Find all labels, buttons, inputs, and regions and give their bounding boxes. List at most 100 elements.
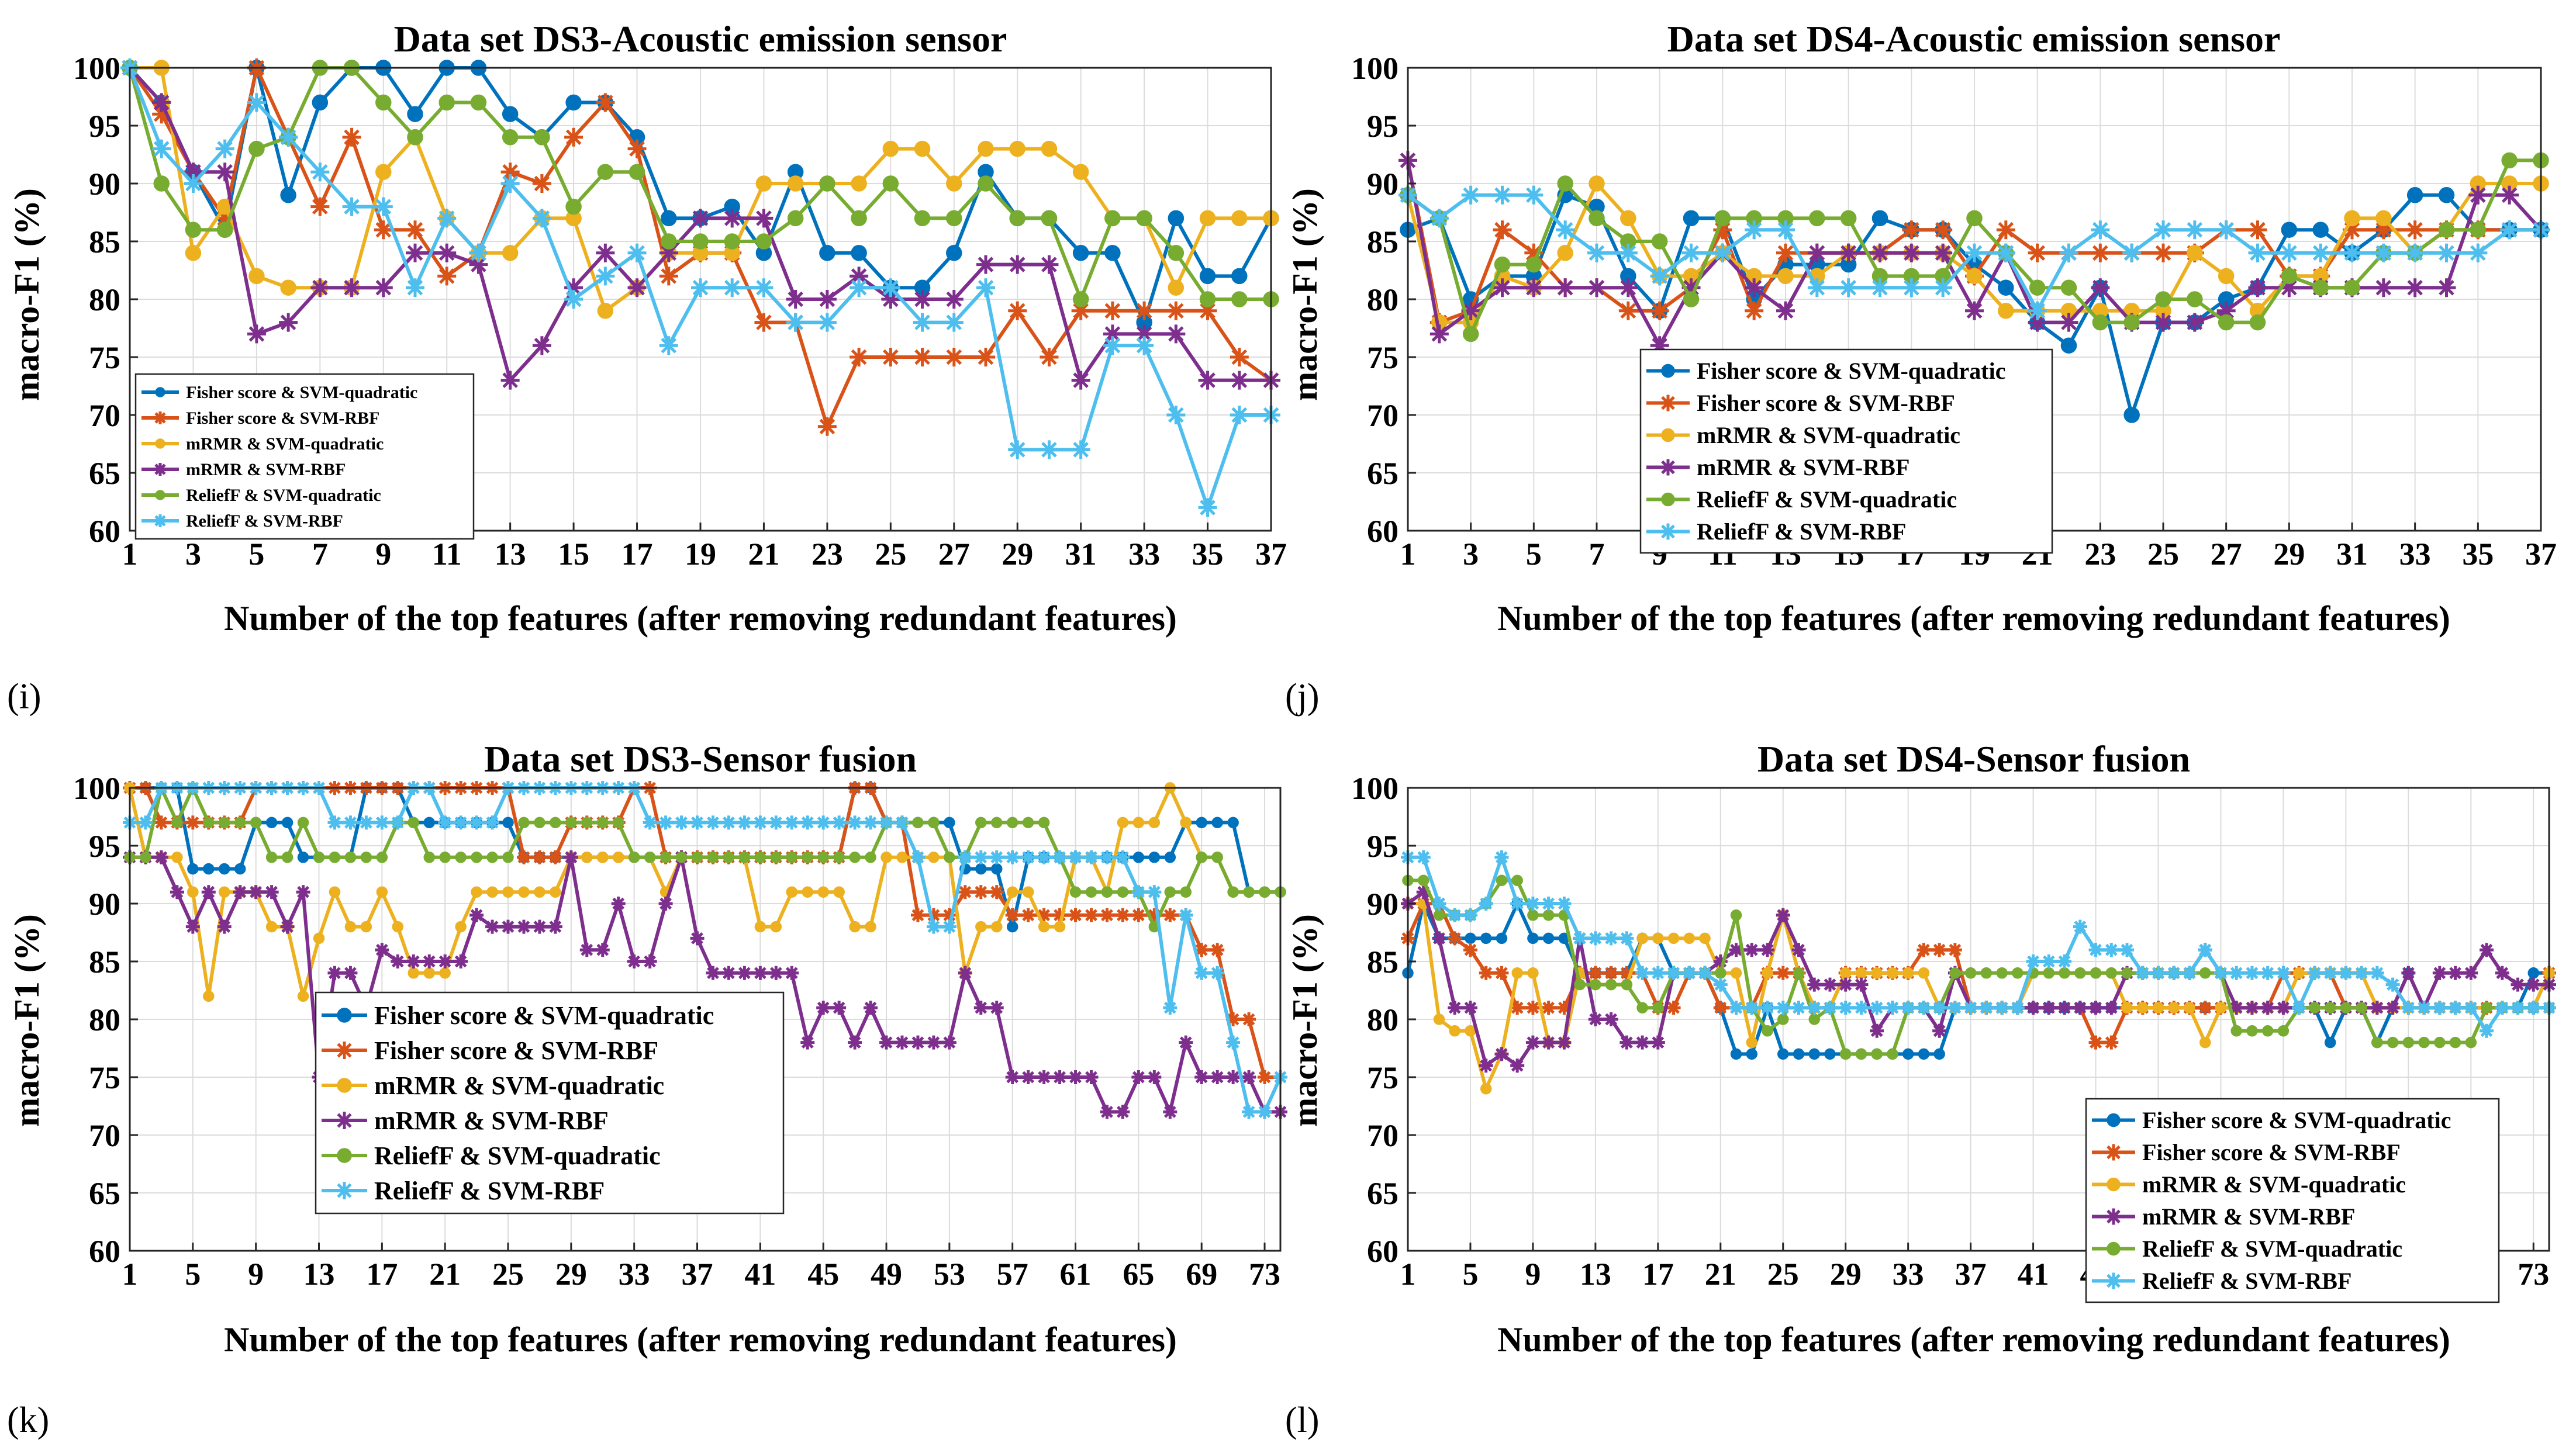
data-point <box>1071 301 1090 320</box>
x-tick-label: 69 <box>1186 1257 1217 1292</box>
data-point <box>1226 1012 1241 1026</box>
data-point <box>185 919 200 934</box>
data-point <box>265 852 278 863</box>
data-point <box>1777 1013 1789 1025</box>
data-point <box>1683 210 1700 227</box>
data-point <box>184 162 203 182</box>
data-point <box>2464 966 2478 980</box>
data-point <box>1117 886 1129 898</box>
data-point <box>2104 943 2119 957</box>
data-point <box>500 371 520 390</box>
data-point <box>281 817 293 829</box>
data-point <box>2244 966 2259 980</box>
data-point <box>2214 966 2228 980</box>
data-point <box>661 210 677 227</box>
data-point <box>391 815 405 830</box>
data-point <box>185 815 200 830</box>
data-point <box>2057 954 2072 968</box>
data-point <box>2168 1002 2180 1013</box>
data-point <box>1230 348 1249 366</box>
data-point <box>926 919 941 934</box>
data-point <box>1135 301 1154 320</box>
data-point <box>310 197 330 216</box>
data-point <box>1776 1001 1790 1015</box>
data-point <box>1136 210 1152 227</box>
data-point <box>502 886 514 898</box>
legend-item-fq: Fisher score & SVM-quadratic <box>141 383 417 402</box>
data-point <box>1557 1035 1572 1050</box>
data-point <box>343 815 358 830</box>
data-point <box>629 164 645 180</box>
data-point <box>1465 932 1476 945</box>
x-tick-label: 31 <box>2336 537 2368 572</box>
data-point <box>2135 966 2150 980</box>
data-point <box>1199 268 1216 285</box>
data-point <box>2185 220 2204 240</box>
y-tick-label: 65 <box>89 456 120 491</box>
data-point <box>2091 243 2110 262</box>
data-point <box>850 278 869 297</box>
data-point <box>675 852 688 863</box>
data-point <box>2354 966 2369 980</box>
legend-label: mRMR & SVM-RBF <box>374 1106 609 1135</box>
data-point <box>548 850 562 864</box>
legend: Fisher score & SVM-quadratic Fisher score… <box>134 373 475 540</box>
data-point <box>928 852 940 863</box>
legend-box <box>134 373 475 540</box>
data-point <box>280 187 296 203</box>
data-point <box>914 140 931 157</box>
x-tick-label: 33 <box>2399 537 2431 572</box>
data-point <box>690 815 705 830</box>
data-point <box>1870 278 1890 297</box>
panel-label: (l) <box>1285 1400 1320 1440</box>
data-point <box>2309 1002 2321 1013</box>
data-point <box>1084 850 1099 864</box>
data-point <box>1933 278 1953 297</box>
data-point <box>342 197 361 216</box>
data-point <box>1683 291 1700 307</box>
data-point <box>721 966 736 980</box>
x-tick-label: 19 <box>685 537 716 572</box>
data-point <box>1006 886 1018 898</box>
data-point <box>2406 187 2423 203</box>
data-point <box>1009 140 1025 157</box>
data-point <box>1809 210 1825 227</box>
data-point <box>1854 977 1869 992</box>
data-point <box>565 198 582 215</box>
data-point <box>2417 1001 2432 1015</box>
legend-item-mq: mRMR & SVM-quadratic <box>322 1071 664 1100</box>
data-point <box>1541 1001 1556 1015</box>
data-point <box>1966 210 1983 227</box>
data-point <box>185 222 202 238</box>
data-point <box>2230 1025 2242 1037</box>
x-tick-label: 29 <box>1830 1257 1862 1292</box>
data-point <box>2323 966 2337 980</box>
y-tick-label: 85 <box>89 224 120 260</box>
data-point <box>500 162 520 182</box>
data-point <box>2120 943 2135 957</box>
y-tick-label: 60 <box>89 514 120 549</box>
data-point <box>2215 1002 2227 1013</box>
data-point <box>1416 885 1431 900</box>
data-point <box>2028 313 2047 332</box>
data-point <box>1226 1035 1241 1050</box>
legend-item-rr: ReliefF & SVM-RBF <box>2092 1268 2351 1294</box>
data-point <box>612 817 624 829</box>
data-point <box>1573 931 1587 946</box>
data-point <box>1604 931 1618 946</box>
data-point <box>596 93 615 112</box>
legend-label: Fisher score & SVM-quadratic <box>2142 1107 2451 1133</box>
data-point <box>1681 278 1701 297</box>
x-tick-label: 25 <box>875 537 906 572</box>
data-point <box>1557 245 1573 261</box>
data-point <box>375 815 389 830</box>
legend-box <box>2085 1098 2500 1303</box>
data-point <box>597 817 609 829</box>
data-point <box>1068 908 1083 922</box>
data-point <box>800 815 815 830</box>
data-point <box>1005 908 1020 922</box>
axis-ticks: 1 3 5 7 9 11 13 15 17 19 21 23 25 27 29 31 33 35 376065707… <box>73 51 1287 572</box>
data-point <box>787 175 804 192</box>
data-point <box>1072 245 1089 261</box>
data-point <box>786 290 805 309</box>
